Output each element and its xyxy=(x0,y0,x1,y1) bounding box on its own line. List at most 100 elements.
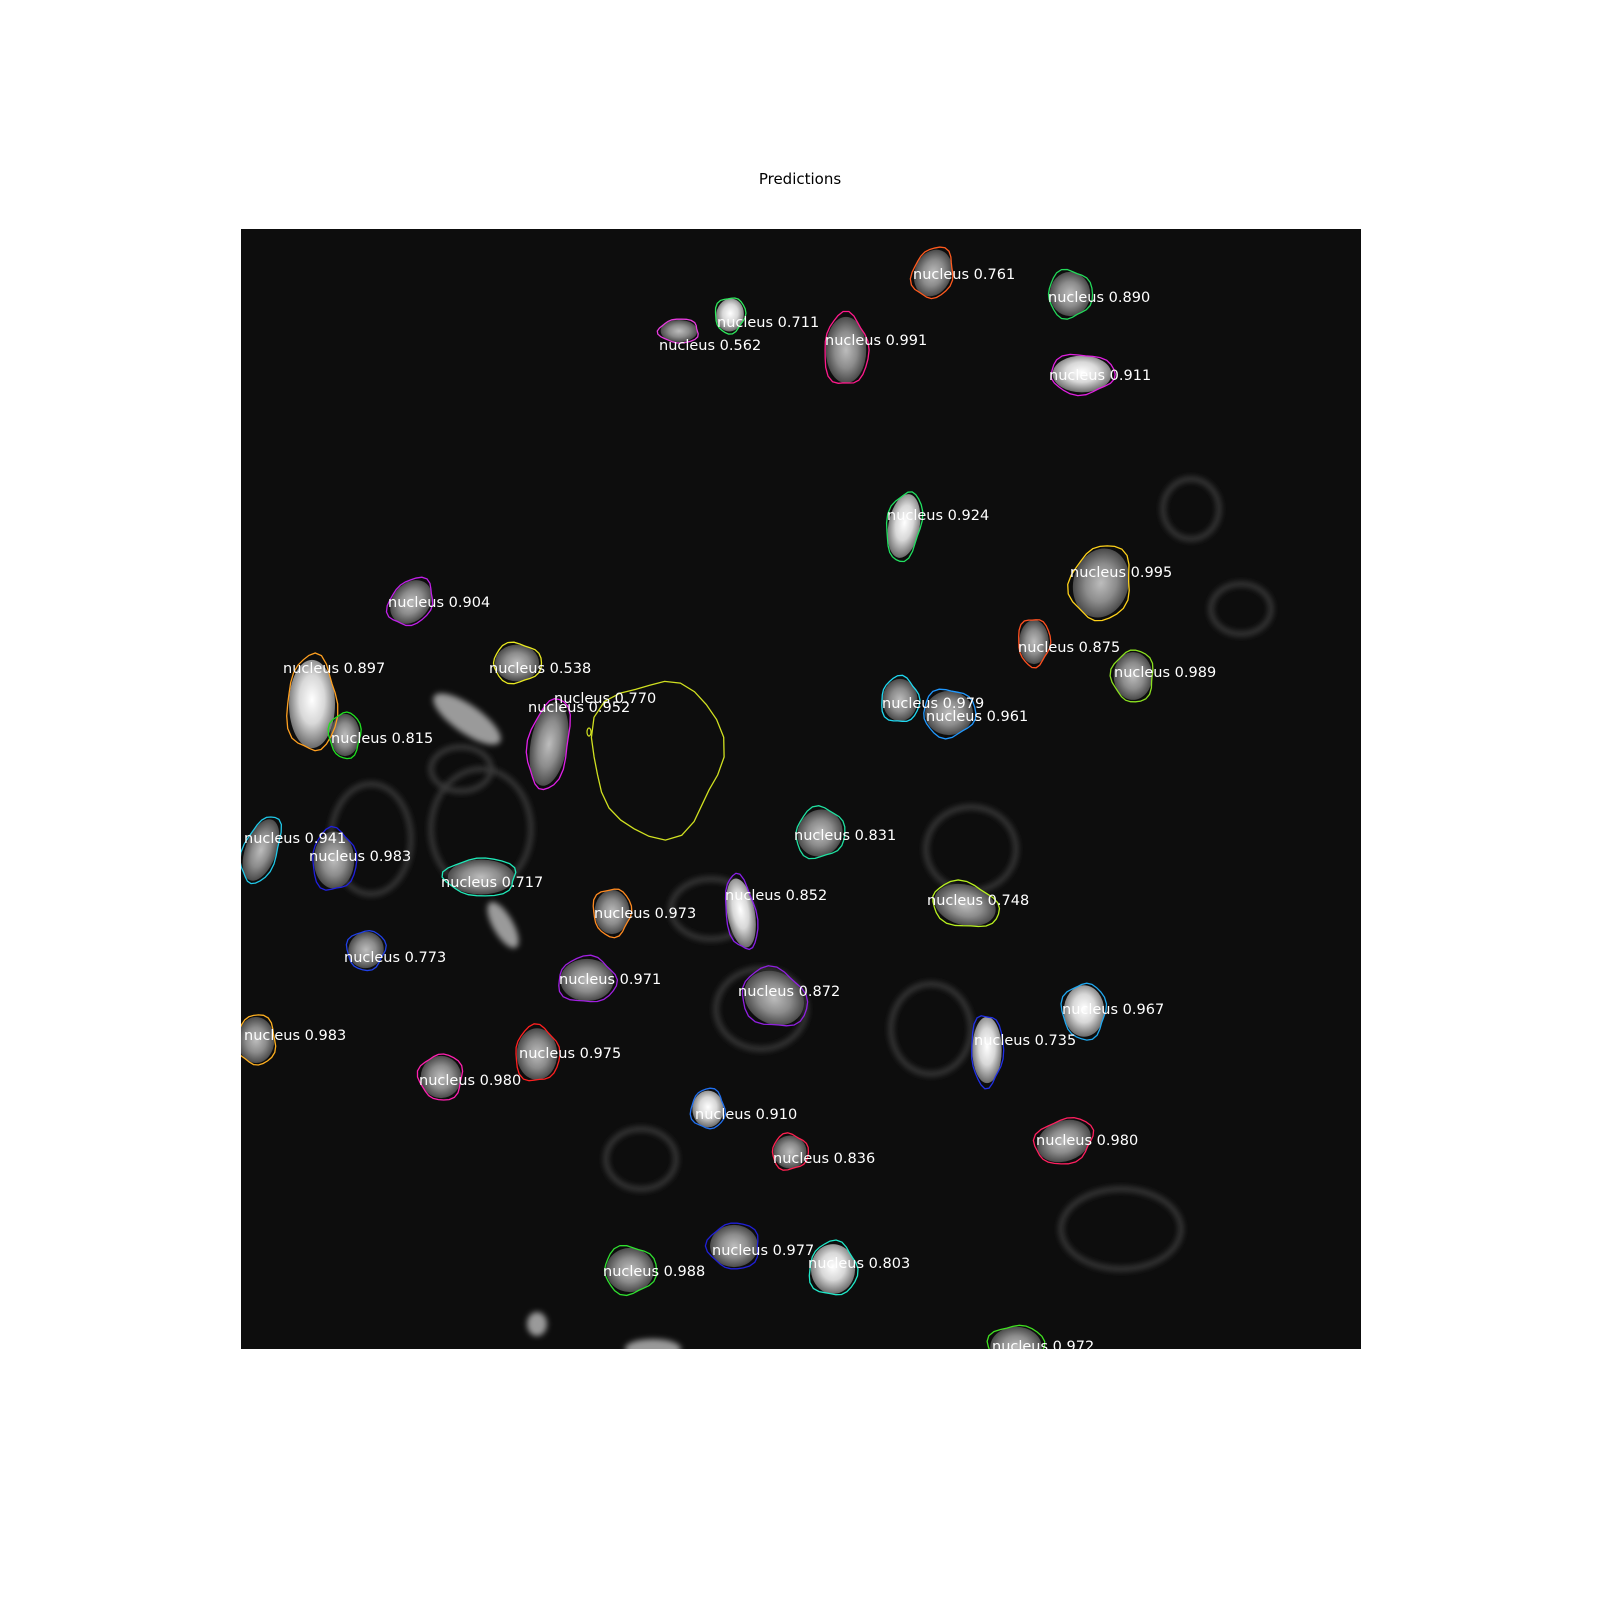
detection-label: nucleus 0.761 xyxy=(913,267,1015,283)
detection-contour xyxy=(603,1244,658,1297)
nucleus-blob xyxy=(990,1326,1042,1349)
nucleus-blob xyxy=(1113,652,1153,700)
detection-contour xyxy=(1050,353,1116,397)
nucleus-blob xyxy=(1049,271,1091,317)
detection-contour xyxy=(586,727,592,737)
nucleus-blob xyxy=(330,713,360,757)
nucleus-blob xyxy=(660,319,698,343)
detection-contour xyxy=(1032,1117,1095,1165)
nucleus-blob xyxy=(1037,1119,1091,1163)
detection-label: nucleus 0.717 xyxy=(441,875,543,891)
detection-contour xyxy=(771,1132,810,1171)
nucleus-blob xyxy=(934,883,996,927)
nucleus-blob xyxy=(825,316,867,384)
detection-label: nucleus 0.562 xyxy=(659,338,761,354)
detection-contour xyxy=(286,652,339,752)
detection-label: nucleus 0.983 xyxy=(244,1028,346,1044)
background-ring xyxy=(1058,1186,1184,1272)
detection-contour xyxy=(714,297,747,335)
label-layer: nucleus 0.761 nucleus 0.890 nucleus 0.711 n… xyxy=(244,267,1216,1349)
detection-contour xyxy=(385,576,434,627)
detection-contour xyxy=(1018,619,1052,669)
background-ring xyxy=(428,744,494,794)
nucleus-blob xyxy=(710,1224,758,1268)
detection-contour xyxy=(689,1087,727,1130)
detection-contour xyxy=(416,1053,464,1101)
detection-contour xyxy=(724,872,759,951)
background-ring xyxy=(1160,476,1222,542)
background-ring xyxy=(603,1126,679,1192)
detection-contour xyxy=(241,816,282,885)
microscopy-image: nucleus 0.761 nucleus 0.890 nucleus 0.711 n… xyxy=(241,246,1274,1349)
nucleus-blob xyxy=(913,249,953,297)
detection-contour xyxy=(558,954,619,1003)
detection-contour xyxy=(1047,268,1094,320)
nucleus-blob xyxy=(420,1055,462,1099)
detection-contour xyxy=(881,674,921,722)
detection-contour xyxy=(312,825,358,891)
detection-contour xyxy=(1109,649,1154,703)
detection-label: nucleus 0.890 xyxy=(1048,290,1150,306)
detection-contour xyxy=(441,857,517,897)
detection-contour xyxy=(824,310,870,384)
nucleus-blob xyxy=(972,1016,1002,1084)
detection-contour xyxy=(986,1324,1046,1349)
nucleus-blob xyxy=(390,580,432,624)
nucleus-blob xyxy=(810,1244,856,1294)
detection-contour xyxy=(885,491,924,563)
detection-label: nucleus 0.897 xyxy=(283,661,385,677)
contour-layer xyxy=(241,246,1154,1349)
detection-contour xyxy=(704,1222,759,1270)
detection-label: nucleus 0.983 xyxy=(309,849,411,865)
nucleus-blob xyxy=(882,678,918,722)
detection-contour xyxy=(515,1023,561,1082)
detection-label: nucleus 0.735 xyxy=(974,1033,1076,1049)
detection-label: nucleus 0.911 xyxy=(1049,368,1151,384)
nucleus-blob xyxy=(726,878,756,948)
nucleus-blob xyxy=(242,819,280,881)
detection-label: nucleus 0.773 xyxy=(344,950,446,966)
detection-label: nucleus 0.979 xyxy=(882,696,984,712)
nucleus-blob xyxy=(692,1090,724,1128)
nucleus-blob xyxy=(744,970,804,1026)
detection-contour xyxy=(656,318,699,344)
nucleus-blob xyxy=(716,298,744,332)
detection-contour xyxy=(592,888,633,939)
unlabeled-nucleus xyxy=(625,1339,681,1349)
detection-label: nucleus 0.770 xyxy=(554,691,656,707)
detection-label: nucleus 0.748 xyxy=(927,893,1029,909)
detection-label: nucleus 0.961 xyxy=(926,709,1028,725)
nucleus-blob xyxy=(606,1247,654,1293)
image-panel: nucleus 0.761 nucleus 0.890 nucleus 0.711 n… xyxy=(241,229,1361,1349)
unlabeled-nucleus xyxy=(487,901,519,949)
detection-contour xyxy=(741,965,809,1027)
detection-label: nucleus 0.941 xyxy=(244,831,346,847)
detection-contour xyxy=(795,805,846,860)
nucleus-blob xyxy=(516,1028,558,1080)
detection-label: nucleus 0.711 xyxy=(717,315,819,331)
detection-contour xyxy=(590,680,725,841)
nucleus-blob xyxy=(241,1017,275,1063)
detection-label: nucleus 0.967 xyxy=(1062,1002,1164,1018)
nucleus-blob xyxy=(797,809,843,857)
detection-label: nucleus 0.952 xyxy=(528,700,630,716)
detection-label: nucleus 0.972 xyxy=(992,1339,1094,1349)
detection-label: nucleus 0.980 xyxy=(1036,1133,1138,1149)
nucleus-blob xyxy=(887,494,921,558)
nucleus-blob xyxy=(1072,548,1130,618)
detection-label: nucleus 0.836 xyxy=(773,1151,875,1167)
detection-contour xyxy=(492,641,543,685)
nucleus-blob xyxy=(289,659,335,749)
detection-label: nucleus 0.924 xyxy=(887,508,989,524)
nucleus-blob xyxy=(447,859,515,895)
nucleus-blob xyxy=(594,889,630,935)
detection-contour xyxy=(923,688,977,740)
detection-contour xyxy=(1067,545,1130,622)
detection-contour xyxy=(345,929,387,972)
detection-label: nucleus 0.971 xyxy=(559,972,661,988)
detection-contour xyxy=(525,698,571,791)
detection-label: nucleus 0.904 xyxy=(388,595,490,611)
unlabeled-nucleus xyxy=(433,693,501,745)
detection-contour xyxy=(241,1014,277,1066)
detection-label: nucleus 0.995 xyxy=(1070,565,1172,581)
